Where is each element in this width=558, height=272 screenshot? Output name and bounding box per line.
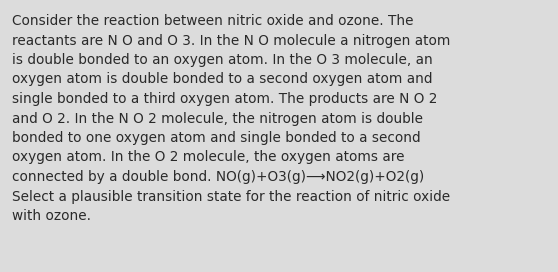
Text: Consider the reaction between nitric oxide and ozone. The
reactants are N O and : Consider the reaction between nitric oxi… [12,14,450,223]
